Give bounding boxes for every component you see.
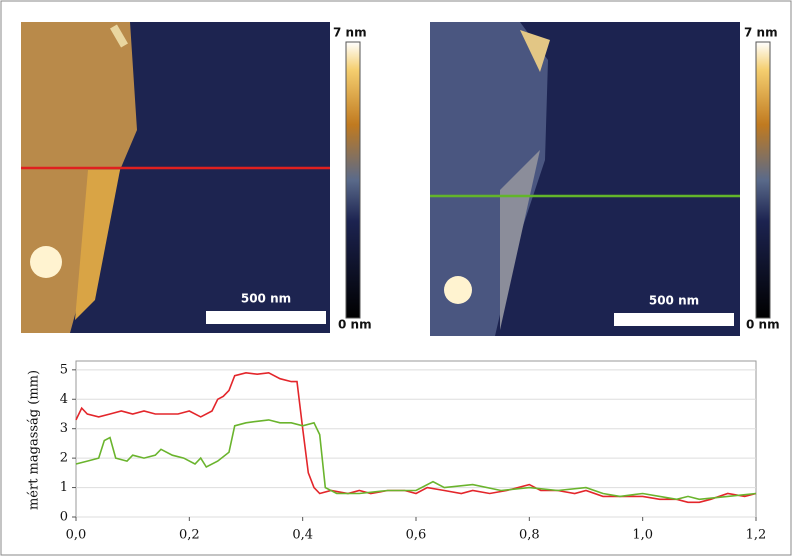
- y-tick-label: 1: [60, 480, 68, 495]
- y-tick-label: 3: [60, 421, 68, 436]
- afm-image-left: [21, 22, 330, 333]
- x-tick-label: 1,0: [632, 528, 653, 543]
- x-tick-label: 0,2: [179, 528, 200, 543]
- x-tick-label: 0,6: [406, 528, 427, 543]
- scale-max: 7 nm: [744, 26, 778, 40]
- x-tick-label: 0,4: [292, 528, 313, 543]
- colorbar: [755, 41, 771, 319]
- x-tick-label: 1,2: [746, 528, 767, 543]
- scale-max: 7 nm: [333, 26, 367, 40]
- scale-bar-label: 500 nm: [649, 294, 699, 308]
- colorbar: [345, 41, 361, 319]
- data-line: [75, 419, 757, 501]
- afm-image-right: [430, 22, 740, 336]
- scale-bar-label: 500 nm: [241, 292, 291, 306]
- profile-chart: mért magasság (mm) 0 1 2 3 4 5 0,0 0,2 0,4 0,6 0,8…: [27, 360, 767, 543]
- y-tick-label: 5: [60, 362, 68, 377]
- x-tick-label: 0,8: [519, 528, 540, 543]
- y-axis-label: mért magasság (mm): [27, 370, 42, 510]
- y-tick-label: 4: [60, 392, 68, 407]
- y-tick-label: 0: [60, 510, 68, 525]
- y-tick-label: 2: [60, 451, 68, 466]
- x-tick-label: 0,0: [66, 528, 87, 543]
- scale-min: 0 nm: [746, 318, 780, 332]
- scale-min: 0 nm: [338, 318, 372, 332]
